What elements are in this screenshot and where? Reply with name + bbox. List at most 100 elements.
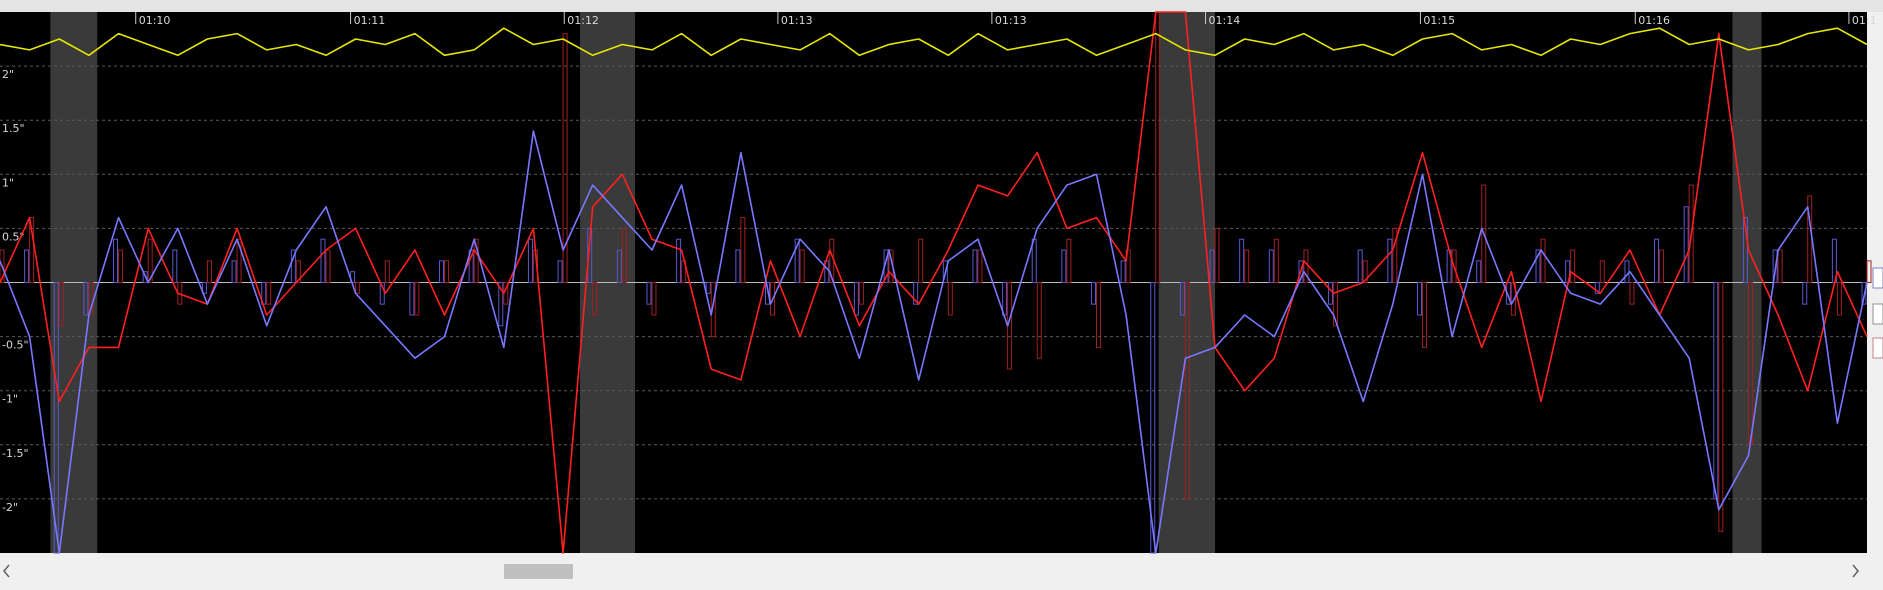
x-tick-label: 01:14 [1209, 14, 1241, 27]
bar [172, 249, 178, 283]
bar [1421, 282, 1427, 348]
scroll-right[interactable] [1852, 564, 1859, 578]
bar [1150, 282, 1156, 554]
y-tick-label: -0.5" [2, 339, 29, 352]
bar [947, 282, 953, 316]
bar [676, 238, 682, 283]
bar [113, 238, 119, 283]
scrollbar[interactable] [0, 553, 1883, 590]
bar [621, 227, 627, 283]
x-tick-label: 01:13 [781, 14, 813, 27]
bar [1777, 249, 1783, 283]
bar [1036, 282, 1042, 359]
bar [295, 260, 301, 283]
bar [1244, 249, 1250, 283]
bar [705, 282, 711, 294]
bar [142, 271, 148, 283]
scroll-thumb[interactable] [504, 564, 573, 579]
bar [799, 249, 805, 283]
bar [266, 282, 272, 305]
bar [1629, 282, 1635, 305]
bar [1298, 260, 1304, 283]
bar [231, 260, 237, 283]
x-tick-label: 01:1 [1852, 14, 1877, 27]
bar [1866, 260, 1872, 283]
bar [414, 282, 420, 316]
bar [853, 282, 859, 316]
bar [942, 260, 948, 283]
bar [972, 249, 978, 283]
bar [1688, 184, 1694, 283]
bar [88, 282, 94, 316]
bar [1594, 282, 1600, 294]
bar [355, 282, 361, 294]
bar [1481, 184, 1487, 283]
bar [740, 217, 746, 283]
bar [1599, 260, 1605, 283]
bar [439, 260, 445, 283]
bar [557, 260, 563, 283]
bar [83, 282, 89, 316]
bar [1333, 282, 1339, 327]
series-line [0, 11, 1868, 554]
bar [379, 282, 385, 305]
bar [1273, 238, 1279, 283]
bar [1535, 249, 1541, 283]
bar [1239, 238, 1245, 283]
bar [24, 249, 30, 283]
bar [592, 282, 598, 316]
bar [58, 282, 64, 327]
bar [1772, 249, 1778, 283]
bar [1179, 282, 1185, 316]
bar [765, 282, 771, 305]
bar [1540, 238, 1546, 283]
bar [1570, 249, 1576, 283]
x-tick-label: 01:13 [995, 14, 1027, 27]
side-button[interactable] [1872, 303, 1883, 325]
x-tick-label: 01:11 [354, 14, 386, 27]
x-tick-label: 01:10 [139, 14, 171, 27]
bar [118, 249, 124, 283]
side-button[interactable] [1872, 337, 1883, 359]
bar [1066, 238, 1072, 283]
bar [977, 249, 983, 283]
bar [646, 282, 652, 305]
bar [1802, 282, 1808, 305]
bar [794, 238, 800, 283]
bar [710, 282, 716, 338]
bar [1095, 282, 1101, 348]
bar [409, 282, 415, 316]
side-button[interactable] [1872, 267, 1883, 289]
bar [1061, 249, 1067, 283]
bar [206, 260, 212, 283]
x-tick-label: 01:16 [1638, 14, 1670, 27]
bar [918, 238, 924, 283]
bar [1362, 260, 1368, 283]
bar [1209, 249, 1215, 283]
y-tick-label: -2" [2, 501, 18, 514]
bar [1451, 249, 1457, 283]
plot: 2"1.5"1"0.5"-0.5"-1"-1.5"-2"01:10 01:11 01… [0, 11, 1877, 554]
bar [1392, 227, 1398, 283]
y-tick-label: 2" [2, 68, 14, 81]
y-tick-label: 1" [2, 176, 14, 189]
y-tick-label: 1.5" [2, 122, 25, 135]
bar [1742, 217, 1748, 283]
bar [384, 260, 390, 283]
scroll-left[interactable] [3, 564, 10, 578]
bar [616, 249, 622, 283]
bar [1861, 282, 1867, 305]
bar [325, 249, 331, 283]
bar [53, 282, 59, 554]
y-tick-label: -1.5" [2, 447, 29, 460]
bar [1184, 282, 1190, 500]
bar [562, 33, 568, 283]
bar [527, 238, 533, 283]
bar [201, 282, 207, 294]
bar [913, 282, 919, 305]
bar [587, 227, 593, 283]
x-tick-label: 01:12 [567, 14, 599, 27]
bar [498, 282, 504, 327]
bar [290, 249, 296, 283]
